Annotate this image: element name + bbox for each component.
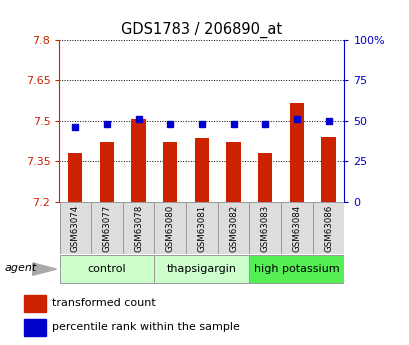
Polygon shape [33,263,56,275]
Bar [123,202,154,254]
Bar [24,295,46,312]
Bar [68,153,82,202]
Bar [249,202,280,254]
Bar [154,202,186,254]
Bar [226,142,240,202]
Text: GSM63081: GSM63081 [197,204,206,252]
Title: GDS1783 / 206890_at: GDS1783 / 206890_at [121,22,282,38]
Bar [194,138,209,202]
Bar [249,255,344,283]
Text: GSM63084: GSM63084 [292,204,301,252]
Bar [59,202,91,254]
Text: agent: agent [4,264,36,273]
Text: percentile rank within the sample: percentile rank within the sample [52,322,239,332]
Bar [131,119,145,202]
Bar [99,142,114,202]
Bar [186,202,217,254]
Bar [154,255,249,283]
Bar [321,137,335,202]
Bar [24,319,46,336]
Text: thapsigargin: thapsigargin [166,264,236,274]
Text: GSM63083: GSM63083 [260,204,269,252]
Text: high potassium: high potassium [254,264,339,274]
Bar [217,202,249,254]
Text: control: control [88,264,126,274]
Bar [289,103,303,202]
Text: GSM63074: GSM63074 [71,204,80,252]
Text: GSM63082: GSM63082 [229,204,238,252]
Bar [281,202,312,254]
Bar [59,255,154,283]
Bar [163,142,177,202]
Bar [258,153,272,202]
Text: GSM63078: GSM63078 [134,204,143,252]
Bar [91,202,122,254]
Text: GSM63086: GSM63086 [323,204,332,252]
Bar [312,202,344,254]
Text: GSM63077: GSM63077 [102,204,111,252]
Text: GSM63080: GSM63080 [165,204,174,252]
Text: transformed count: transformed count [52,298,155,308]
